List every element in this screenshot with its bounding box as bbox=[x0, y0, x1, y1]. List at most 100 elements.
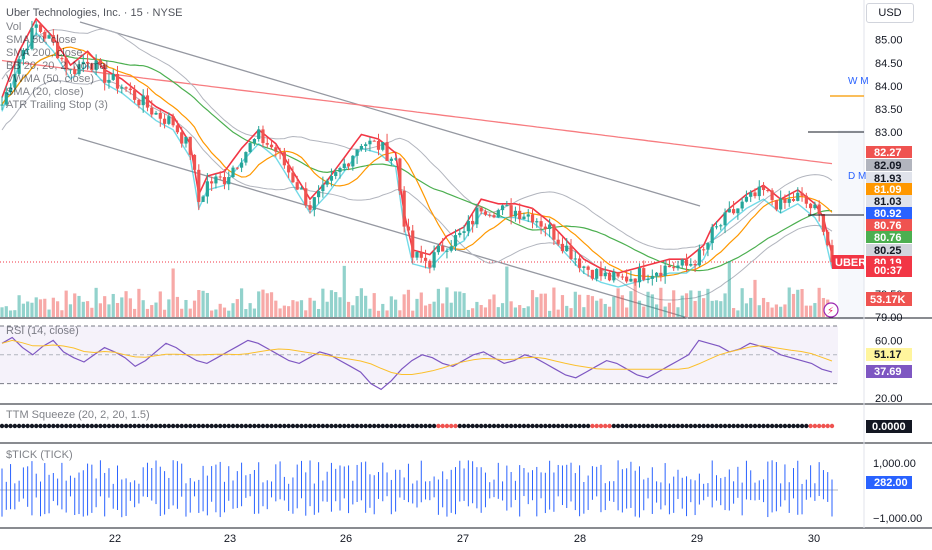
atr-trailing-stop-blue bbox=[1, 31, 833, 288]
price-tag-bg bbox=[866, 195, 912, 207]
squeeze-dot bbox=[359, 423, 364, 429]
volume-bar bbox=[697, 290, 701, 317]
volume-bar bbox=[316, 308, 321, 317]
volume-bar bbox=[496, 307, 500, 317]
squeeze-dot bbox=[85, 423, 90, 429]
volume-bar bbox=[654, 304, 659, 317]
volume-bar bbox=[180, 308, 184, 317]
volume-bar bbox=[38, 299, 43, 317]
squeeze-dot bbox=[414, 423, 420, 429]
daily-marker-label: D M bbox=[848, 171, 866, 182]
squeeze-dot bbox=[461, 423, 467, 429]
squeeze-dot bbox=[782, 423, 788, 429]
volume-bar bbox=[158, 291, 162, 317]
volume-bar bbox=[783, 304, 787, 317]
squeeze-dot bbox=[671, 423, 676, 429]
candle-body bbox=[595, 268, 599, 279]
volume-bar bbox=[402, 294, 406, 317]
candle-body bbox=[423, 257, 428, 261]
squeeze-dot bbox=[594, 423, 599, 429]
volume-bar bbox=[351, 305, 355, 317]
volume-bar bbox=[244, 309, 248, 317]
legend-line: BB 20, 20, 2, Normal bbox=[6, 60, 108, 72]
volume-bar bbox=[115, 302, 120, 317]
candle-body bbox=[809, 203, 813, 209]
candle-body bbox=[141, 95, 145, 106]
volume-bar bbox=[466, 309, 470, 317]
volume-bar bbox=[338, 297, 342, 317]
alert-bolt-icon[interactable] bbox=[823, 302, 839, 318]
candle-body bbox=[796, 192, 800, 201]
squeeze-dot bbox=[555, 423, 561, 429]
rsi-title: RSI (14, close) bbox=[6, 325, 79, 337]
candle-body bbox=[355, 149, 359, 156]
squeeze-dot bbox=[513, 423, 518, 429]
volume-bar bbox=[569, 308, 573, 317]
candle-body bbox=[522, 216, 526, 220]
candle-body bbox=[120, 87, 124, 89]
candle-body bbox=[496, 210, 500, 218]
squeeze-dot bbox=[21, 423, 26, 429]
volume-bar bbox=[535, 297, 539, 317]
candle-body bbox=[616, 271, 620, 277]
volume-bar bbox=[633, 278, 637, 317]
squeeze-dot bbox=[778, 423, 783, 429]
squeeze-dot bbox=[500, 423, 505, 429]
volume-bar bbox=[235, 299, 239, 317]
squeeze-dot bbox=[389, 423, 394, 429]
squeeze-dot bbox=[508, 423, 514, 429]
squeeze-dot bbox=[119, 423, 124, 429]
squeeze-dot bbox=[684, 423, 689, 429]
candle-body bbox=[783, 198, 787, 203]
candle-body bbox=[30, 27, 34, 49]
sma-200-line bbox=[1, 59, 833, 165]
squeeze-dot bbox=[774, 423, 779, 429]
volume-bar bbox=[257, 291, 261, 317]
volume-bar bbox=[663, 306, 667, 317]
currency-button[interactable]: USD bbox=[866, 3, 914, 23]
price-tag: 80.92 bbox=[874, 208, 902, 220]
candle-body bbox=[646, 278, 650, 280]
price-axis-tick: 83.50 bbox=[875, 104, 903, 116]
squeeze-dot bbox=[534, 423, 539, 429]
volume-bar bbox=[599, 298, 603, 317]
tick-title: $TICK (TICK) bbox=[6, 449, 73, 461]
squeeze-dot bbox=[632, 423, 638, 429]
volume-bar bbox=[17, 295, 21, 317]
candle-body bbox=[287, 165, 291, 173]
rsi-axis-tick: 20.00 bbox=[875, 393, 903, 405]
volume-bar bbox=[4, 306, 8, 317]
candle-body bbox=[830, 245, 834, 263]
squeeze-dot bbox=[491, 423, 497, 429]
candle-body bbox=[26, 48, 30, 51]
volume-bar bbox=[278, 308, 282, 317]
candle-body bbox=[180, 132, 184, 144]
volume-bar bbox=[21, 303, 25, 317]
volume-bar bbox=[530, 290, 535, 317]
volume-bar bbox=[394, 299, 398, 317]
candle-body bbox=[569, 245, 573, 259]
volume-bar bbox=[702, 298, 706, 317]
volume-bar bbox=[526, 306, 530, 317]
candle-body bbox=[659, 272, 663, 277]
volume-bar bbox=[625, 307, 629, 317]
squeeze-dot bbox=[166, 423, 172, 429]
candle-body bbox=[479, 207, 483, 212]
volume-bar bbox=[548, 310, 552, 317]
candle-body bbox=[757, 186, 761, 197]
squeeze-dot bbox=[521, 423, 527, 429]
rsi-ma-line bbox=[1, 339, 833, 375]
squeeze-dot bbox=[213, 423, 219, 429]
candle-body bbox=[441, 245, 445, 252]
candle-body bbox=[111, 73, 115, 80]
volume-bar bbox=[103, 296, 107, 317]
squeeze-dot bbox=[680, 423, 685, 429]
squeeze-dot bbox=[466, 423, 471, 429]
squeeze-dot bbox=[230, 423, 236, 429]
volume-bar bbox=[359, 288, 363, 317]
candle-body bbox=[586, 266, 590, 270]
price-tag-bg bbox=[866, 159, 912, 171]
squeeze-dot bbox=[692, 423, 698, 429]
